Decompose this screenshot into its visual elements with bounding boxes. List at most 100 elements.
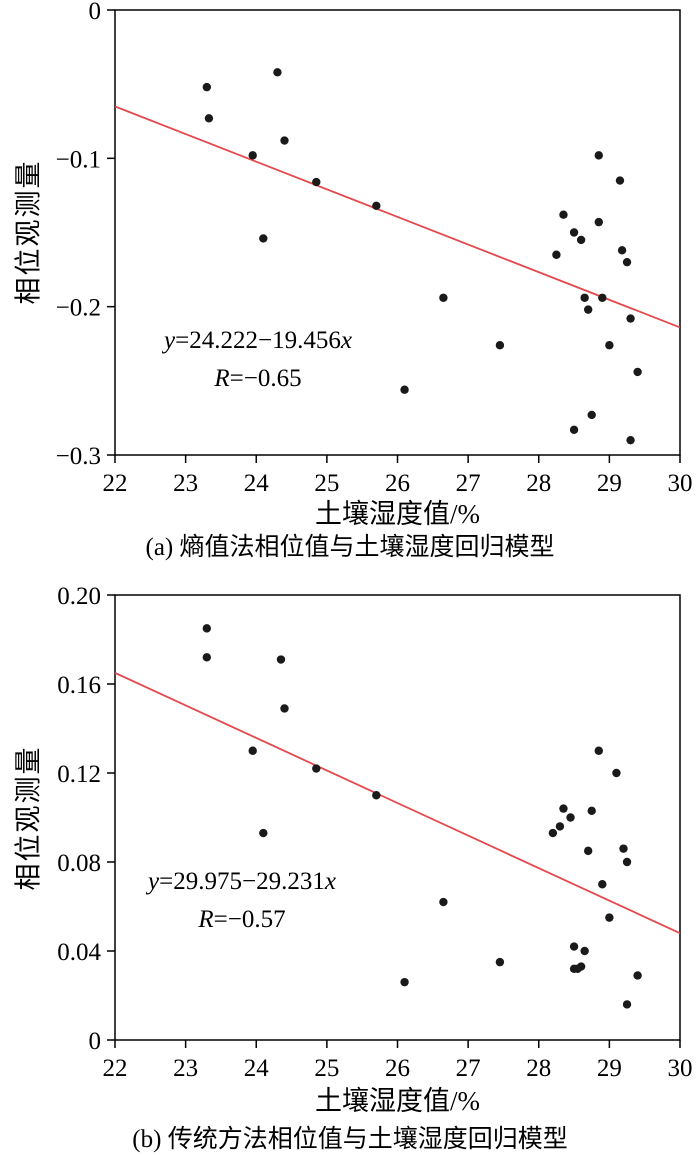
x-tick-label: 26 <box>385 1055 410 1082</box>
data-point <box>583 305 593 314</box>
x-tick-label: 24 <box>244 1055 270 1082</box>
x-tick-label: 29 <box>597 1055 622 1082</box>
data-point <box>605 341 614 350</box>
y-tick-label: −0.3 <box>56 443 101 470</box>
regression-line <box>114 672 681 935</box>
data-point <box>576 235 586 245</box>
data-point <box>598 293 607 302</box>
regression-line <box>114 105 681 329</box>
y-tick-label: 0.04 <box>57 939 101 966</box>
x-tick-label: 30 <box>668 470 693 497</box>
data-point <box>559 804 568 813</box>
y-tick-label: 0.12 <box>57 761 101 788</box>
data-point <box>495 957 505 967</box>
data-point <box>615 176 625 185</box>
data-point <box>626 435 635 445</box>
x-tick-label: 30 <box>668 1055 693 1082</box>
x-tick-label: 28 <box>526 1055 551 1082</box>
x-axis-label-b: 土壤湿度值/% <box>315 1086 480 1116</box>
data-point <box>569 425 579 434</box>
data-point <box>605 913 614 922</box>
data-point <box>580 293 589 302</box>
data-point <box>202 82 212 92</box>
data-point <box>619 844 628 853</box>
data-point <box>552 250 561 259</box>
y-tick-label: 0.16 <box>57 672 101 699</box>
data-point <box>587 410 596 420</box>
y-axis-label-a: 相位观测量 <box>13 159 44 305</box>
scatter-plot-a: 22 23 24 25 26 27 28 29 30 0 −0.1 −0.2 −0.3 <box>56 0 693 497</box>
y-tick-label: 0.20 <box>57 585 101 610</box>
data-point <box>633 971 642 980</box>
x-tick-label: 27 <box>456 1055 481 1082</box>
figure-a: 22 23 24 25 26 27 28 29 30 0 −0.1 −0.2 −0.3 相位观测量 y=… <box>0 0 700 573</box>
equation-var-y: y <box>164 327 176 354</box>
x-tick-label: 24 <box>244 470 270 497</box>
data-point <box>495 341 505 350</box>
data-point <box>566 813 575 822</box>
data-point <box>583 846 593 856</box>
data-point <box>548 828 558 838</box>
y-axis-label-b: 相位观测量 <box>13 745 44 891</box>
equation-var-y: y <box>148 868 160 895</box>
y-tick-label: 0 <box>89 0 102 25</box>
data-point <box>580 946 589 956</box>
data-point <box>273 68 282 77</box>
data-point <box>280 136 289 145</box>
x-tick-label: 23 <box>173 1055 198 1082</box>
data-point <box>439 897 448 907</box>
y-tick-label: 0.08 <box>57 850 101 877</box>
data-point <box>594 217 603 227</box>
data-point <box>248 151 257 160</box>
x-tick-label: 26 <box>385 470 410 497</box>
plot-frame <box>114 594 681 1041</box>
data-point <box>312 764 321 773</box>
x-tick-label: 25 <box>314 470 339 497</box>
r-label: R <box>198 906 214 933</box>
data-point <box>276 655 286 664</box>
figure-b: 22 23 24 25 26 27 28 29 30 0.20 0.16 0.12 0.08 0.04 0 … <box>0 573 700 1153</box>
correlation-coefficient-a: R=−0.65 <box>138 360 378 398</box>
data-point <box>259 828 268 838</box>
x-tick-label: 28 <box>526 470 551 497</box>
data-point <box>280 704 289 713</box>
caption-b: (b) 传统方法相位值与土壤湿度回归模型 <box>132 1126 568 1153</box>
data-point <box>594 151 603 160</box>
data-point <box>622 257 632 267</box>
data-point <box>555 822 565 831</box>
data-point <box>202 653 212 662</box>
regression-equation-b: y=29.975−29.231x <box>122 863 362 901</box>
x-tick-label: 25 <box>314 1055 339 1082</box>
r-value: =−0.57 <box>213 906 286 933</box>
y-tick-label: −0.1 <box>56 146 101 173</box>
data-point <box>248 746 257 755</box>
y-tick-label: 0 <box>89 1028 102 1055</box>
x-axis-label-a: 土壤湿度值/% <box>315 499 480 529</box>
data-point <box>439 293 448 302</box>
data-point <box>569 228 579 237</box>
correlation-coefficient-b: R=−0.57 <box>122 901 362 939</box>
r-value: =−0.65 <box>229 365 302 392</box>
data-point <box>622 857 632 867</box>
regression-annotation-b: y=29.975−29.231x R=−0.57 <box>122 863 362 939</box>
data-point <box>587 806 596 816</box>
data-point <box>576 962 586 971</box>
data-point <box>559 210 568 219</box>
data-point <box>372 791 381 800</box>
regression-equation-a: y=24.222−19.456x <box>138 322 378 360</box>
data-point <box>372 201 381 210</box>
x-tick-label: 22 <box>103 470 128 497</box>
regression-annotation-a: y=24.222−19.456x R=−0.65 <box>138 322 378 398</box>
data-point <box>617 246 627 255</box>
data-point <box>312 177 321 187</box>
data-point <box>259 234 268 243</box>
x-tick-label: 27 <box>456 470 481 497</box>
data-point <box>204 114 214 123</box>
x-tick-label: 29 <box>597 470 622 497</box>
data-point <box>400 977 409 987</box>
data-point <box>626 314 635 323</box>
x-tick-label: 23 <box>173 470 198 497</box>
caption-a: (a) 熵值法相位值与土壤湿度回归模型 <box>145 534 555 561</box>
x-tick-label: 22 <box>103 1055 128 1082</box>
